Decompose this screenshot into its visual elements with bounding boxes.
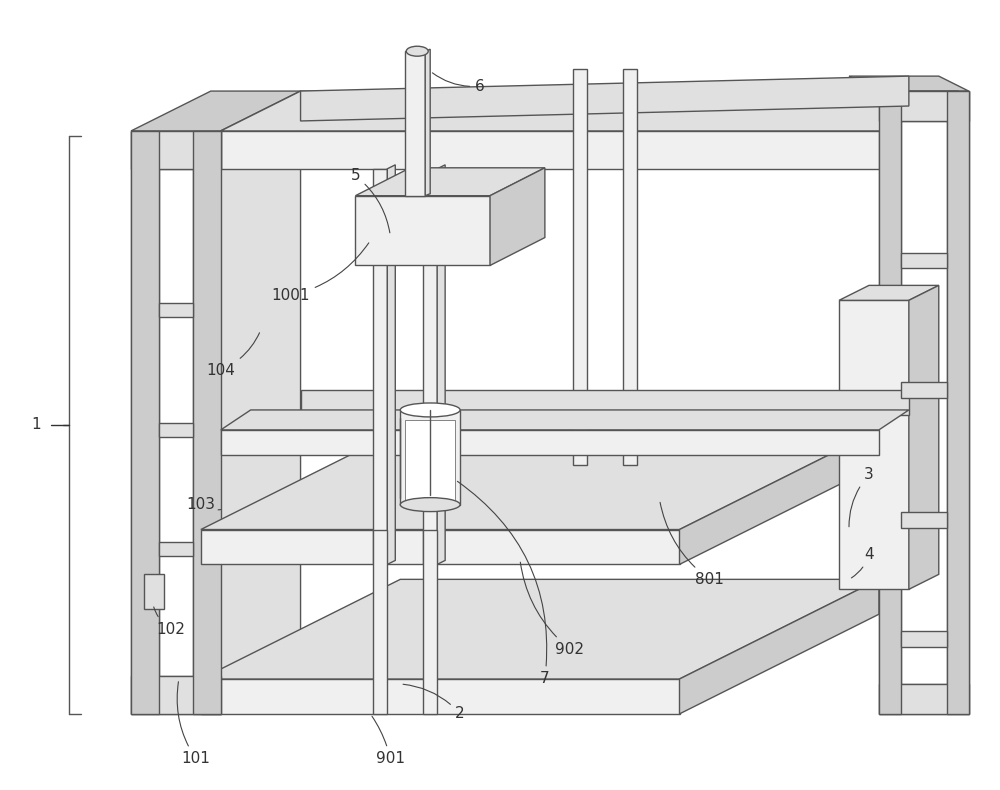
Polygon shape — [355, 196, 490, 265]
Polygon shape — [301, 76, 909, 121]
Polygon shape — [221, 410, 909, 430]
Polygon shape — [387, 165, 395, 564]
Text: 103: 103 — [186, 497, 221, 512]
Text: 1001: 1001 — [271, 243, 369, 303]
Ellipse shape — [400, 403, 460, 417]
Text: 104: 104 — [206, 333, 260, 378]
Polygon shape — [901, 512, 947, 528]
Polygon shape — [623, 70, 637, 465]
Polygon shape — [901, 382, 947, 398]
Polygon shape — [131, 131, 159, 714]
Text: 101: 101 — [177, 682, 210, 766]
Polygon shape — [405, 51, 425, 196]
Polygon shape — [425, 49, 430, 196]
Polygon shape — [373, 169, 387, 564]
Polygon shape — [131, 131, 221, 714]
Polygon shape — [221, 91, 301, 714]
Polygon shape — [201, 430, 879, 529]
Text: 102: 102 — [154, 607, 185, 637]
Polygon shape — [131, 131, 221, 169]
Polygon shape — [423, 529, 437, 714]
Polygon shape — [490, 167, 545, 265]
Polygon shape — [849, 76, 969, 91]
Polygon shape — [301, 390, 909, 415]
Text: 1: 1 — [31, 417, 41, 432]
Text: 902: 902 — [520, 562, 584, 656]
Polygon shape — [405, 420, 455, 499]
Polygon shape — [201, 679, 680, 714]
Polygon shape — [423, 169, 437, 564]
Polygon shape — [839, 300, 909, 589]
Text: 3: 3 — [849, 467, 874, 527]
Polygon shape — [159, 303, 193, 318]
Polygon shape — [144, 574, 164, 609]
Polygon shape — [947, 91, 969, 714]
Text: 6: 6 — [432, 73, 485, 93]
Polygon shape — [193, 131, 221, 714]
Polygon shape — [373, 529, 387, 714]
Polygon shape — [901, 253, 947, 269]
Polygon shape — [680, 430, 879, 564]
Polygon shape — [573, 70, 587, 465]
Polygon shape — [201, 579, 879, 679]
Polygon shape — [221, 430, 879, 455]
Polygon shape — [879, 91, 969, 714]
Text: 2: 2 — [403, 684, 465, 721]
Text: 801: 801 — [660, 502, 724, 587]
Polygon shape — [839, 285, 939, 300]
Polygon shape — [680, 579, 879, 714]
Ellipse shape — [406, 47, 428, 56]
Polygon shape — [131, 676, 221, 714]
Polygon shape — [221, 131, 879, 169]
Polygon shape — [221, 91, 959, 131]
Polygon shape — [201, 529, 680, 564]
Polygon shape — [879, 684, 969, 714]
Polygon shape — [879, 91, 969, 121]
Ellipse shape — [400, 498, 460, 512]
Polygon shape — [159, 169, 193, 676]
Polygon shape — [355, 167, 545, 196]
Text: 7: 7 — [457, 481, 550, 687]
Polygon shape — [901, 121, 947, 684]
Text: 4: 4 — [851, 547, 874, 578]
Text: 901: 901 — [372, 717, 405, 766]
Text: 5: 5 — [351, 168, 390, 233]
Polygon shape — [159, 543, 193, 556]
Polygon shape — [901, 631, 947, 647]
Polygon shape — [437, 165, 445, 564]
Polygon shape — [909, 285, 939, 589]
Polygon shape — [400, 410, 460, 505]
Polygon shape — [879, 91, 901, 714]
Polygon shape — [159, 423, 193, 437]
Polygon shape — [131, 91, 301, 131]
